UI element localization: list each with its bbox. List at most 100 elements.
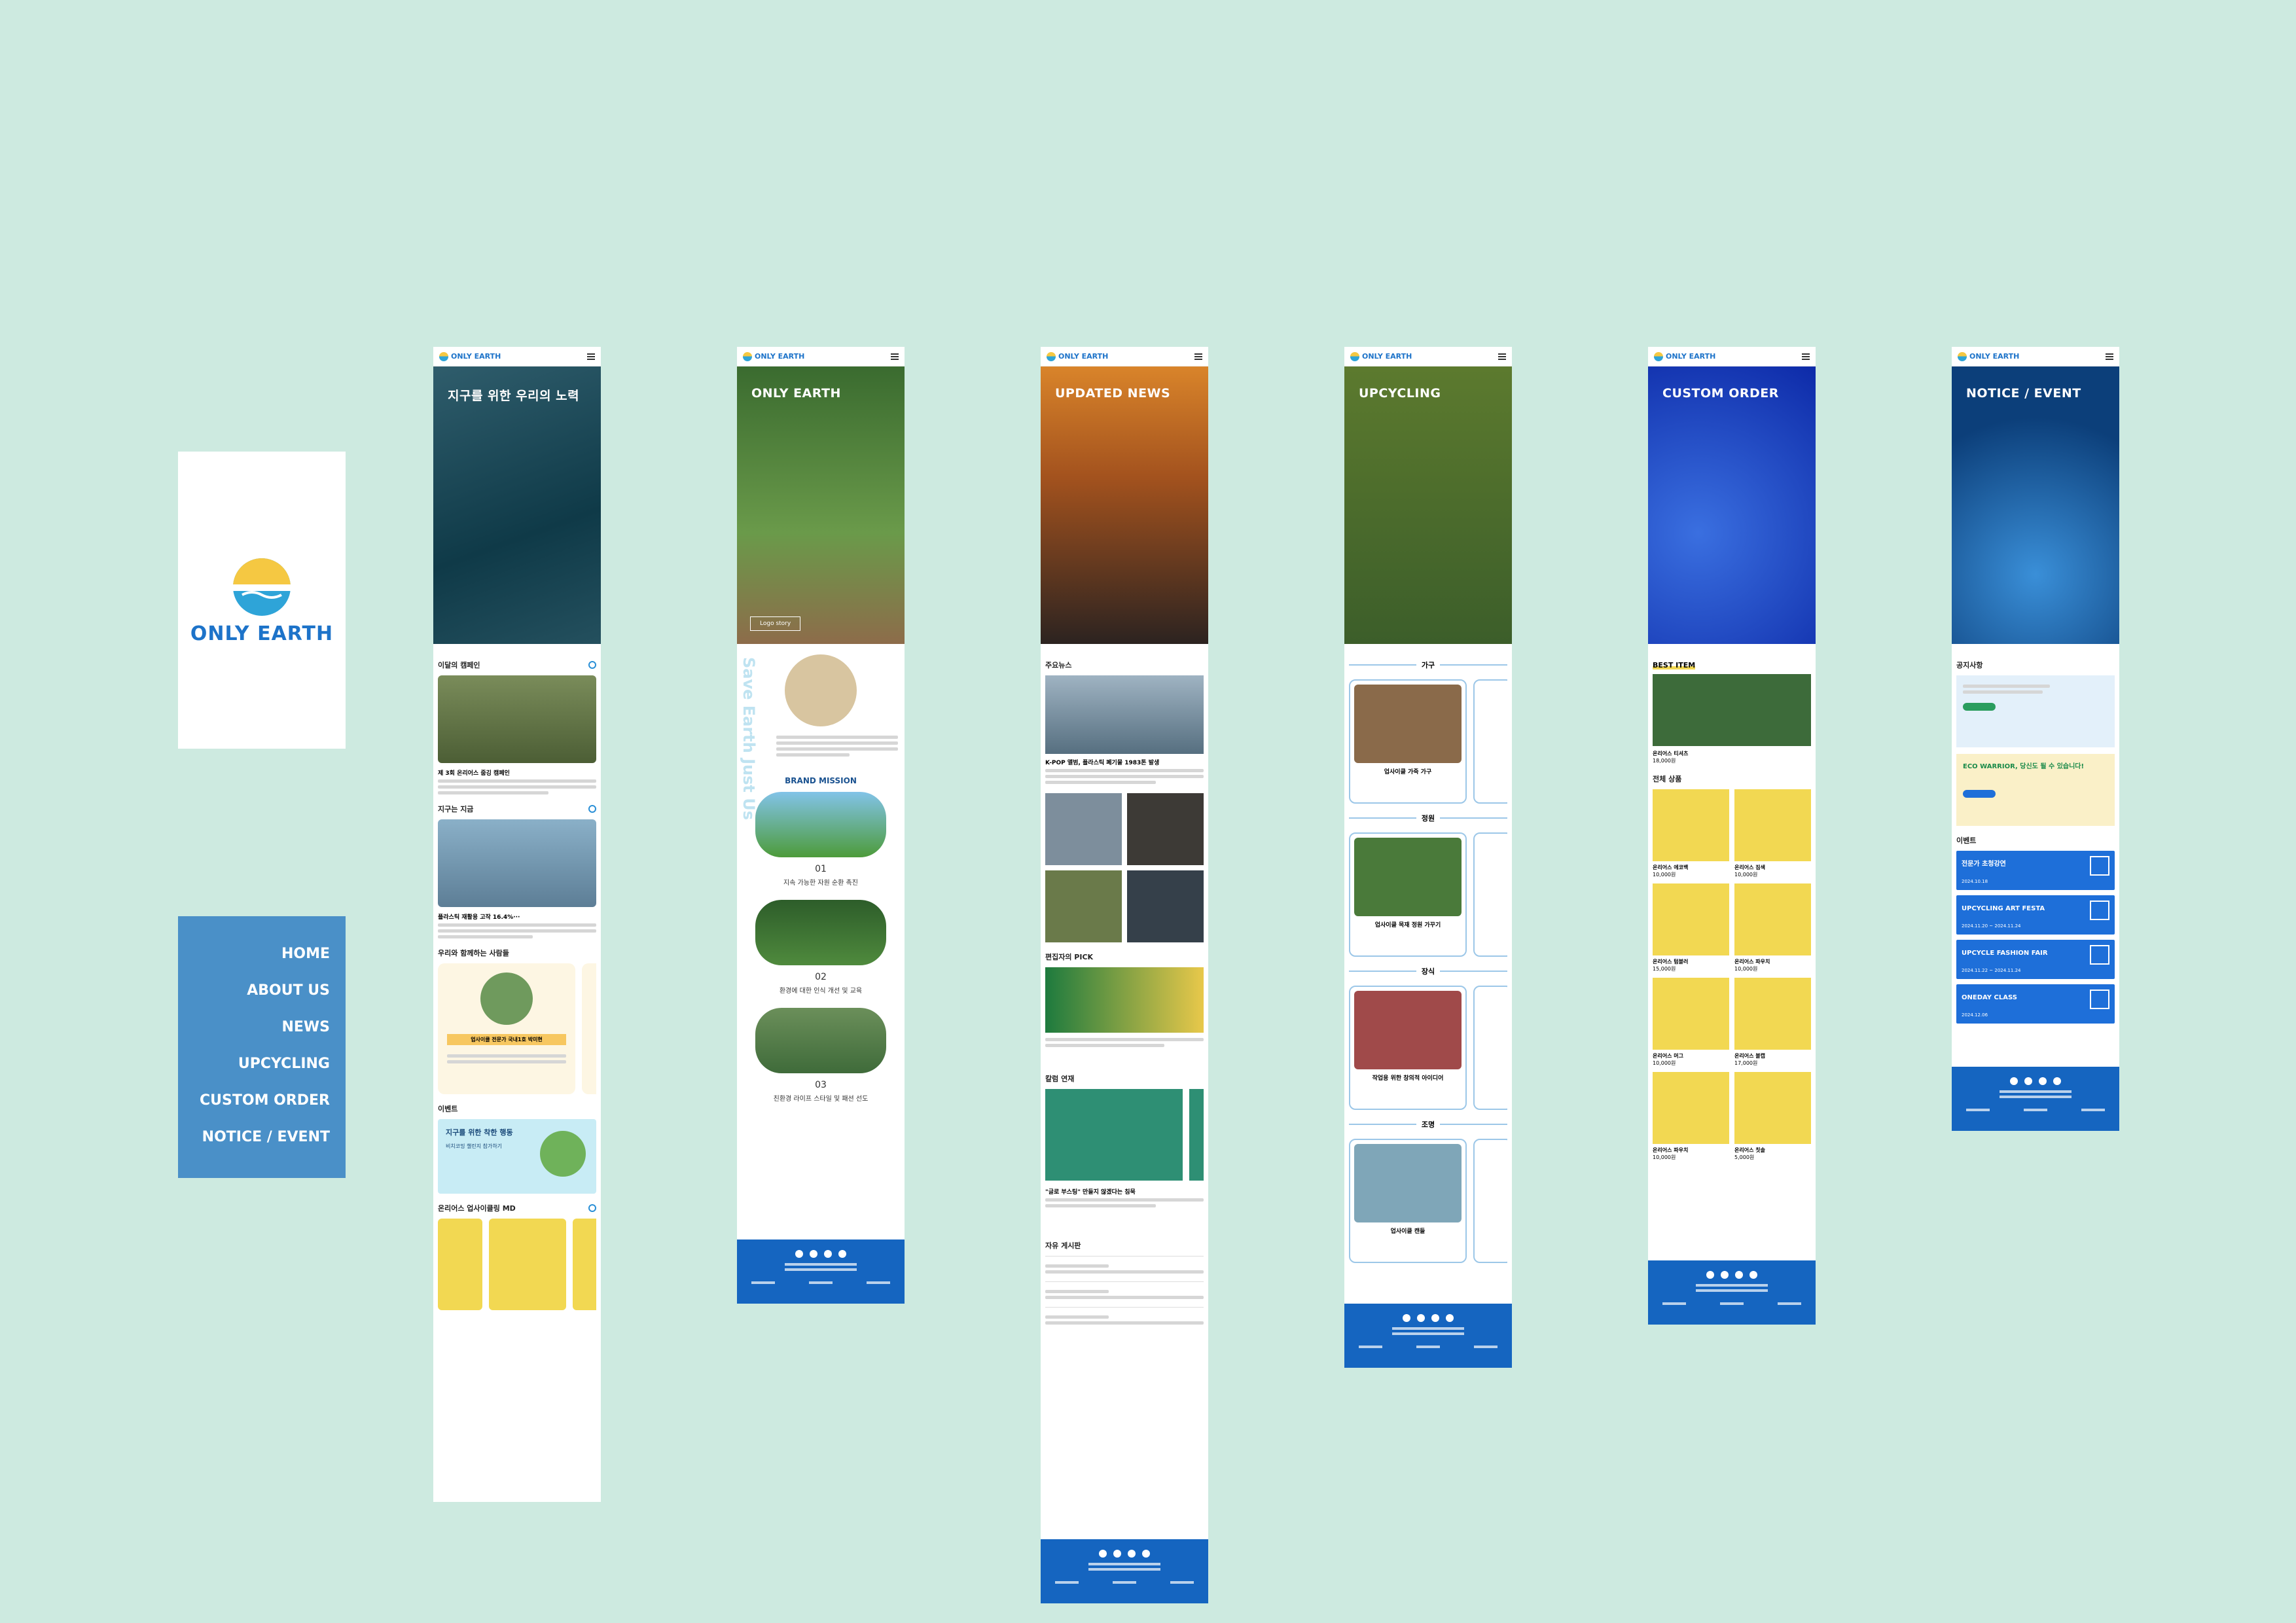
facebook-icon[interactable] [795, 1250, 803, 1258]
product-card[interactable]: 온리어스 칫솔 5,000원 [1734, 1072, 1811, 1161]
facebook-icon[interactable] [1403, 1314, 1410, 1322]
campaign-photo[interactable] [438, 675, 596, 763]
product-card[interactable] [438, 1219, 482, 1310]
product-card[interactable]: 온리어스 짐색 10,000원 [1734, 789, 1811, 878]
mission-title: BRAND MISSION [785, 776, 857, 785]
hamburger-menu-icon[interactable] [1498, 353, 1506, 360]
twitter-icon[interactable] [1431, 1314, 1439, 1322]
column-carousel[interactable] [1045, 1089, 1204, 1181]
header-logo[interactable]: ONLY EARTH [1350, 351, 1412, 361]
nav-notice-event[interactable]: NOTICE / EVENT [202, 1129, 330, 1145]
event-card[interactable]: UPCYCLING ART FESTA 2024.11.20 ~ 2024.11.… [1956, 895, 2115, 935]
main-news-title[interactable]: K-POP 앨범, 플라스틱 폐기물 1983톤 발생 [1045, 760, 1160, 766]
instagram-icon[interactable] [810, 1250, 817, 1258]
product-card[interactable]: 온리어스 파우치 10,000원 [1734, 883, 1811, 972]
category-title: 장식 [1349, 966, 1507, 976]
hamburger-menu-icon[interactable] [587, 353, 595, 360]
product-card[interactable]: 온리어스 텀블러 15,000원 [1653, 883, 1729, 972]
hamburger-menu-icon[interactable] [2106, 353, 2113, 360]
product-card[interactable]: 온리어스 파우치 10,000원 [1653, 1072, 1729, 1161]
people-card[interactable]: 업사이클 전문가 국내1호 박미현 [438, 963, 575, 1094]
about-photo [785, 654, 857, 726]
eco-warrior-banner[interactable]: ECO WARRIOR, 당신도 될 수 있습니다! [1956, 754, 2115, 826]
mission-image [755, 1008, 886, 1073]
header-logo[interactable]: ONLY EARTH [1654, 351, 1715, 361]
upcycle-card[interactable]: 업사이클 목재 정원 가꾸기 [1349, 832, 1467, 957]
youtube-icon[interactable] [2053, 1077, 2061, 1085]
hamburger-menu-icon[interactable] [1802, 353, 1810, 360]
nav-about[interactable]: ABOUT US [247, 982, 330, 999]
event-card[interactable]: 전문가 초청강연 2024.10.18 [1956, 851, 2115, 890]
order-hero: CUSTOM ORDER [1648, 366, 1816, 644]
instagram-icon[interactable] [1417, 1314, 1425, 1322]
globe-illustration-icon [540, 1131, 586, 1177]
news-thumb[interactable] [1045, 793, 1122, 865]
column-title[interactable]: "글로 부스팅" 만들지 않겠다는 침묵 [1045, 1189, 1136, 1196]
header-logo[interactable]: ONLY EARTH [1958, 351, 2019, 361]
news-thumb[interactable] [1127, 793, 1204, 865]
news-thumb[interactable] [1127, 870, 1204, 942]
event-card[interactable]: ONEDAY CLASS 2024.12.06 [1956, 984, 2115, 1024]
upcycle-card[interactable]: 업사이클 캔들 [1349, 1139, 1467, 1263]
upcycle-card[interactable]: 작업용 위한 창의적 아이디어 [1349, 986, 1467, 1110]
twitter-icon[interactable] [1735, 1271, 1743, 1279]
event-banner[interactable]: 지구를 위한 착한 행동 비치코밍 챌린지 참가하기 [438, 1119, 596, 1194]
instagram-icon[interactable] [1113, 1550, 1121, 1558]
nav-custom-order[interactable]: CUSTOM ORDER [200, 1092, 330, 1109]
hamburger-menu-icon[interactable] [1194, 353, 1202, 360]
product-card[interactable] [573, 1219, 596, 1310]
nav-news[interactable]: NEWS [281, 1019, 330, 1035]
facebook-icon[interactable] [1099, 1550, 1107, 1558]
notice-banner[interactable] [1956, 675, 2115, 747]
news-thumb[interactable] [1045, 870, 1122, 942]
product-card[interactable]: 온리어스 에코백 10,000원 [1653, 789, 1729, 878]
twitter-icon[interactable] [824, 1250, 832, 1258]
board-post[interactable] [1045, 1256, 1204, 1281]
people-card[interactable] [582, 963, 596, 1094]
main-news-photo[interactable] [1045, 675, 1204, 754]
header-logo[interactable]: ONLY EARTH [1047, 351, 1108, 361]
best-item-photo[interactable] [1653, 674, 1811, 746]
facebook-icon[interactable] [1706, 1271, 1714, 1279]
youtube-icon[interactable] [838, 1250, 846, 1258]
brand-name: ONLY EARTH [190, 622, 334, 645]
header-logo[interactable]: ONLY EARTH [439, 351, 501, 361]
footer [737, 1240, 905, 1304]
instagram-icon[interactable] [2024, 1077, 2032, 1085]
event-card[interactable]: UPCYCLE FASHION FAIR 2024.11.22 ~ 2024.11… [1956, 940, 2115, 979]
youtube-icon[interactable] [1142, 1550, 1150, 1558]
art-icon [2090, 901, 2109, 920]
plastic-photo[interactable] [438, 819, 596, 907]
news-screen: ONLY EARTH UPDATED NEWS 주요뉴스 K-POP 앨범, 플… [1041, 347, 1208, 1603]
arrow-circle-icon[interactable] [588, 1204, 596, 1212]
product-card[interactable]: 온리어스 볼캡 17,000원 [1734, 978, 1811, 1067]
nav-upcycling[interactable]: UPCYCLING [238, 1056, 330, 1072]
youtube-icon[interactable] [1446, 1314, 1454, 1322]
upcycle-card[interactable]: 업사이클 가죽 가구 [1349, 679, 1467, 804]
section-title: 공지사항 [1956, 661, 1983, 669]
board-post[interactable] [1045, 1307, 1204, 1332]
instagram-icon[interactable] [1721, 1271, 1729, 1279]
twitter-icon[interactable] [1128, 1550, 1136, 1558]
hamburger-menu-icon[interactable] [891, 353, 899, 360]
youtube-icon[interactable] [1749, 1271, 1757, 1279]
product-card[interactable]: 온리어스 머그 10,000원 [1653, 978, 1729, 1067]
column-card[interactable] [1045, 1089, 1183, 1181]
arrow-circle-icon[interactable] [588, 805, 596, 813]
editor-pick-image[interactable] [1045, 967, 1204, 1033]
twitter-icon[interactable] [2039, 1077, 2047, 1085]
mission-text: 친환경 라이프 스타일 및 패션 선도 [773, 1096, 869, 1103]
arrow-circle-icon[interactable] [588, 661, 596, 669]
section-title: 이달의 캠페인 [438, 660, 596, 670]
product-card[interactable] [489, 1219, 566, 1310]
column-card[interactable] [1189, 1089, 1204, 1181]
board-post[interactable] [1045, 1281, 1204, 1307]
logo-story-button[interactable]: Logo story [750, 616, 801, 631]
header-logo[interactable]: ONLY EARTH [743, 351, 804, 361]
nav-home[interactable]: HOME [281, 946, 330, 962]
md-carousel[interactable] [438, 1219, 596, 1310]
footer [1648, 1260, 1816, 1325]
category-title: 가구 [1349, 660, 1507, 670]
facebook-icon[interactable] [2010, 1077, 2018, 1085]
people-carousel[interactable]: 업사이클 전문가 국내1호 박미현 [438, 963, 596, 1094]
